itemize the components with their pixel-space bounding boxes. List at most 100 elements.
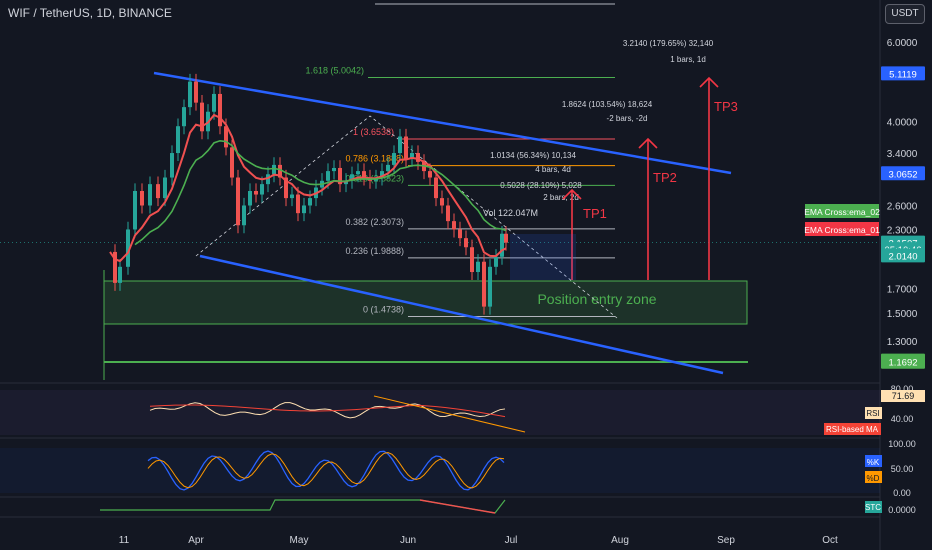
stoch-tick-0: 100.00 <box>888 439 916 449</box>
time-tick-1: Apr <box>188 535 204 546</box>
candle-body <box>386 164 390 172</box>
price-tick-4: 2.3000 <box>887 225 918 236</box>
candle-body <box>416 153 420 162</box>
candle-body <box>194 81 198 103</box>
currency-button[interactable]: USDT <box>885 4 925 24</box>
candle-body <box>446 205 450 222</box>
channel-lower-line <box>199 254 724 375</box>
price-tick-5: 1.7000 <box>887 285 918 296</box>
candle-body <box>188 81 192 108</box>
tp-arrow-head-2 <box>699 76 719 88</box>
candle-body <box>500 233 504 257</box>
ema-01-line <box>109 113 507 263</box>
stc-line-up <box>100 499 506 514</box>
time-tick-3: Jun <box>400 535 416 546</box>
candle-body <box>356 171 360 175</box>
candle-body <box>113 251 117 283</box>
rsi-ma-legend: RSI-based MA <box>826 425 879 434</box>
time-tick-6: Sep <box>717 535 735 546</box>
rsi-value-box <box>881 390 925 402</box>
entry-zone-label: Position entry zone <box>537 291 656 307</box>
price-tick-0: 6.0000 <box>887 38 918 49</box>
projection-bars-2: -2 bars, -2d <box>607 114 648 123</box>
tp-label-1: TP2 <box>653 170 677 185</box>
candle-body <box>133 191 137 230</box>
fib-label-4: 0.382 (2.3073) <box>345 217 404 227</box>
projection-bars-1: 4 bars, 4d <box>535 165 571 174</box>
candle-body <box>350 174 354 181</box>
candle-body <box>494 256 498 267</box>
price-tick-7: 1.3000 <box>887 337 918 348</box>
candle-body <box>428 171 432 178</box>
candle-body <box>458 229 462 239</box>
rsi-value-label: 71.69 <box>892 391 915 401</box>
candle-body <box>464 238 468 248</box>
stoch-legend-1: %D <box>867 474 880 483</box>
fib-label-1: 1 (3.6538) <box>353 127 394 137</box>
volume-label: Vol 122.047M <box>483 208 538 218</box>
candle-body <box>440 198 444 206</box>
time-tick-2: May <box>290 535 309 546</box>
channel-upper-line <box>153 71 732 175</box>
candle-body <box>200 102 204 132</box>
stc-tick: 0.0000 <box>888 505 916 515</box>
projection-text-0: 0.5028 (28.10%) 5,028 <box>500 181 582 190</box>
candle-body <box>470 247 474 273</box>
tp-arrow-head-0 <box>562 188 582 200</box>
rsi-tick-1: 40.00 <box>891 414 914 424</box>
candle-body <box>163 177 167 199</box>
candle-body <box>260 184 264 195</box>
price-label-0: 5.1119 <box>889 69 917 80</box>
stoch-d-line <box>147 452 505 489</box>
candle-body <box>476 261 480 273</box>
chart-title: WIF / TetherUS, 1D, BINANCE <box>8 6 172 20</box>
stc-legend-box <box>865 501 882 513</box>
candle-body <box>404 136 408 159</box>
candle-body <box>224 126 228 148</box>
price-label-box-1 <box>881 166 925 181</box>
time-tick-0: 11 <box>119 535 130 546</box>
projection-box-tp1 <box>510 234 576 280</box>
candle-body <box>248 191 252 206</box>
candle-body <box>392 153 396 165</box>
candle-body <box>176 126 180 154</box>
rsi-ma-line <box>149 404 506 418</box>
time-tick-5: Aug <box>611 535 629 546</box>
stoch-tick-1: 50.00 <box>891 464 914 474</box>
candle-body <box>482 261 486 307</box>
fib-label-2: 0.786 (3.1888) <box>345 154 404 164</box>
candle-body <box>302 205 306 214</box>
stoch-legend-0: %K <box>867 458 880 467</box>
fib-label-5: 0.236 (1.9888) <box>345 246 404 256</box>
rsi-band <box>0 390 880 435</box>
candle-body <box>284 177 288 199</box>
price-tick-2: 3.4000 <box>887 149 918 160</box>
rsi-legend: RSI <box>866 409 879 418</box>
candle-body <box>266 174 270 185</box>
price-label-box-6 <box>881 354 925 369</box>
stoch-legend-box-1 <box>865 471 882 483</box>
candle-body <box>278 164 282 178</box>
candle-body <box>326 171 330 181</box>
price-label-box-4 <box>881 248 925 263</box>
candle-body <box>242 205 246 226</box>
projection-text-1: 1.0134 (56.34%) 10,134 <box>490 151 576 160</box>
candle-body <box>362 171 366 178</box>
price-tick-1: 4.0000 <box>887 117 918 128</box>
candle-body <box>236 177 240 226</box>
projection-text-2: 1.8624 (103.54%) 18,624 <box>562 100 653 109</box>
rsi-legend-box <box>865 407 882 419</box>
candle-body <box>290 194 294 199</box>
candle-body <box>118 266 122 283</box>
candle-body <box>212 93 216 112</box>
fib-trend-dashed <box>195 115 618 319</box>
ema-legend-box-0 <box>805 204 879 218</box>
price-label-1: 3.0652 <box>888 169 917 180</box>
candle-body <box>140 191 144 206</box>
candle-body <box>272 164 276 175</box>
stc-line-down <box>419 499 496 514</box>
candle-body <box>182 107 186 127</box>
fib-label-6: 0 (1.4738) <box>363 304 404 314</box>
price-label-6: 1.1692 <box>888 358 917 369</box>
